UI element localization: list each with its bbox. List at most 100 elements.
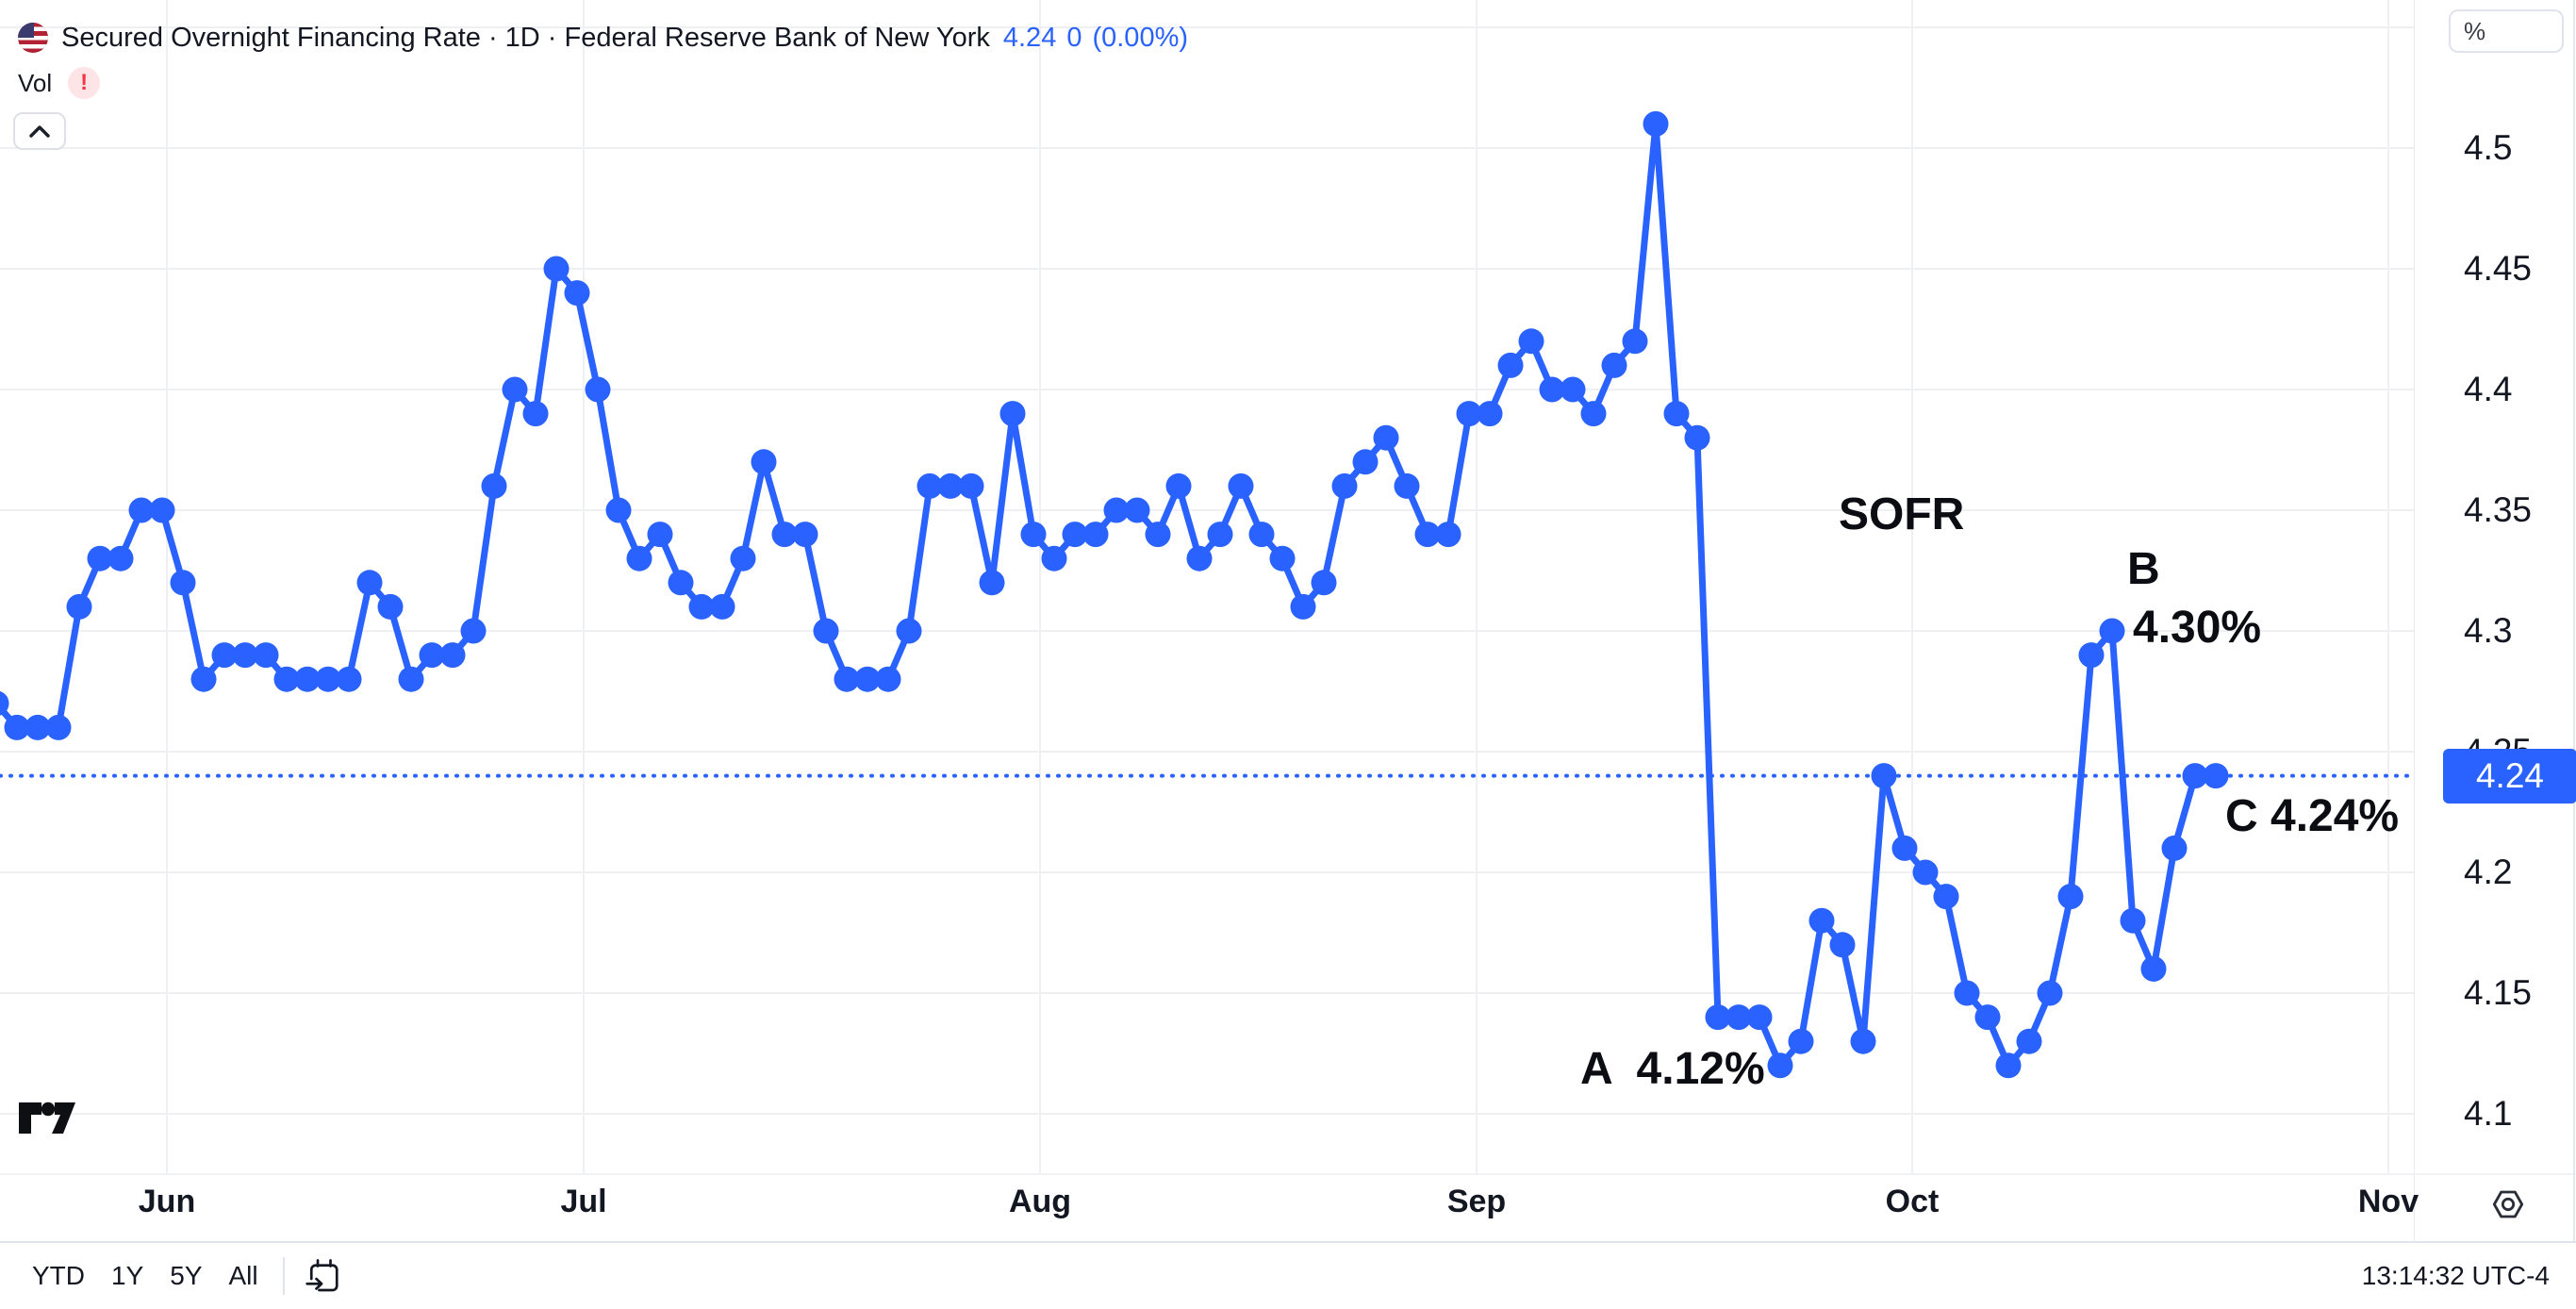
settings-icon: [2492, 1190, 2524, 1218]
quote-change-percent: (0.00%): [1092, 22, 1189, 53]
data-point: [25, 714, 51, 740]
data-point: [1560, 376, 1586, 403]
data-point: [1186, 545, 1213, 572]
data-point: [730, 545, 756, 572]
data-point: [398, 666, 424, 692]
data-point: [1539, 376, 1565, 403]
data-point: [2120, 907, 2146, 934]
data-point: [1643, 110, 1669, 137]
data-point: [1394, 472, 1420, 499]
range-button-5y[interactable]: 5Y: [170, 1261, 203, 1290]
tradingview-logo[interactable]: [19, 1102, 77, 1135]
price-tick-label: 4.3: [2464, 611, 2513, 650]
axis-settings-button[interactable]: [2489, 1185, 2527, 1223]
range-button-ytd[interactable]: YTD: [32, 1261, 85, 1290]
toolbar-divider: [282, 1257, 285, 1295]
data-point: [1663, 401, 1690, 427]
data-point: [1207, 522, 1233, 548]
data-point: [605, 497, 632, 523]
data-point: [273, 666, 300, 692]
last-price-quote: 4.24 0 (0.00%): [1003, 23, 1188, 54]
data-point: [439, 642, 466, 669]
data-point: [1311, 570, 1337, 596]
symbol-legend-row[interactable]: Secured Overnight Financing Rate · 1D · …: [18, 19, 1188, 57]
data-point: [585, 376, 611, 403]
data-point: [356, 570, 383, 596]
volume-legend-row[interactable]: Vol !: [18, 66, 101, 100]
data-point: [4, 714, 30, 740]
us-flag-icon: [18, 23, 48, 53]
annotation-point-a[interactable]: A 4.12%: [1580, 1044, 1765, 1094]
data-point: [1974, 1004, 2001, 1031]
data-point: [1145, 522, 1171, 548]
data-point: [419, 642, 445, 669]
data-point: [1165, 472, 1192, 499]
data-point: [1331, 472, 1358, 499]
data-point: [128, 497, 155, 523]
data-point: [1269, 545, 1296, 572]
volume-alert-badge: !: [68, 67, 101, 99]
data-point: [1726, 1004, 1752, 1031]
data-point: [1995, 1052, 2022, 1079]
data-point: [1062, 522, 1088, 548]
data-point: [66, 593, 92, 620]
price-tick-label: 4.4: [2464, 370, 2513, 408]
annotation-point-c[interactable]: C 4.24%: [2225, 791, 2400, 841]
collapse-legend-button[interactable]: [13, 112, 66, 150]
data-point: [854, 666, 881, 692]
data-point: [709, 593, 735, 620]
data-point: [2037, 980, 2063, 1006]
month-label-jul: Jul: [560, 1184, 607, 1219]
data-point: [1082, 522, 1109, 548]
data-point: [107, 545, 134, 572]
data-point: [751, 449, 777, 475]
price-axis-unit-label: %: [2464, 16, 2486, 45]
data-point: [1767, 1052, 1793, 1079]
data-point: [1041, 545, 1067, 572]
annotation-point-b-value[interactable]: 4.30%: [2133, 603, 2262, 653]
data-point: [1808, 907, 1835, 934]
range-button-1y[interactable]: 1Y: [111, 1261, 144, 1290]
data-point: [1477, 401, 1503, 427]
data-point: [1456, 401, 1482, 427]
data-point: [190, 666, 217, 692]
data-point: [1622, 328, 1648, 355]
data-point: [1248, 522, 1275, 548]
data-point: [1352, 449, 1379, 475]
data-point: [1435, 522, 1461, 548]
data-point: [481, 472, 507, 499]
data-point: [87, 545, 113, 572]
data-point: [1518, 328, 1544, 355]
price-axis[interactable]: % 4.24 4.54.454.44.354.34.254.24.154.1: [2414, 0, 2576, 1241]
data-point: [1684, 424, 1710, 451]
data-point: [460, 618, 487, 644]
data-point: [1850, 1028, 1876, 1054]
price-axis-unit-box[interactable]: %: [2449, 9, 2564, 53]
last-price-axis-label: 4.24: [2443, 748, 2576, 804]
data-point: [979, 570, 1005, 596]
symbol-title[interactable]: Secured Overnight Financing Rate · 1D · …: [61, 22, 990, 53]
data-point: [294, 666, 321, 692]
data-point: [1228, 472, 1254, 499]
data-point: [1788, 1028, 1814, 1054]
data-point: [45, 714, 72, 740]
clock-timezone-button[interactable]: 13:14:32 UTC-4: [2361, 1261, 2550, 1290]
data-point: [792, 522, 818, 548]
annotation-point-b-letter[interactable]: B: [2127, 544, 2160, 594]
time-axis[interactable]: Jun Jul Aug Sep Oct Nov: [0, 1174, 2576, 1241]
range-button-all[interactable]: All: [228, 1261, 258, 1290]
month-label-jun: Jun: [138, 1184, 196, 1219]
data-point: [1954, 980, 1980, 1006]
data-point: [1933, 884, 1959, 910]
data-point: [1020, 522, 1047, 548]
data-point: [2182, 763, 2208, 789]
bottom-toolbar: YTD 1Y 5Y All 13:14:32 UTC-4: [0, 1241, 2576, 1309]
annotation-series-label[interactable]: SOFR: [1839, 489, 1965, 539]
go-to-date-button[interactable]: [304, 1256, 343, 1296]
data-point: [1912, 859, 1939, 886]
data-point: [522, 401, 549, 427]
data-point: [253, 642, 279, 669]
data-point: [2057, 884, 2084, 910]
sofr-series-line[interactable]: [0, 120, 2220, 1069]
